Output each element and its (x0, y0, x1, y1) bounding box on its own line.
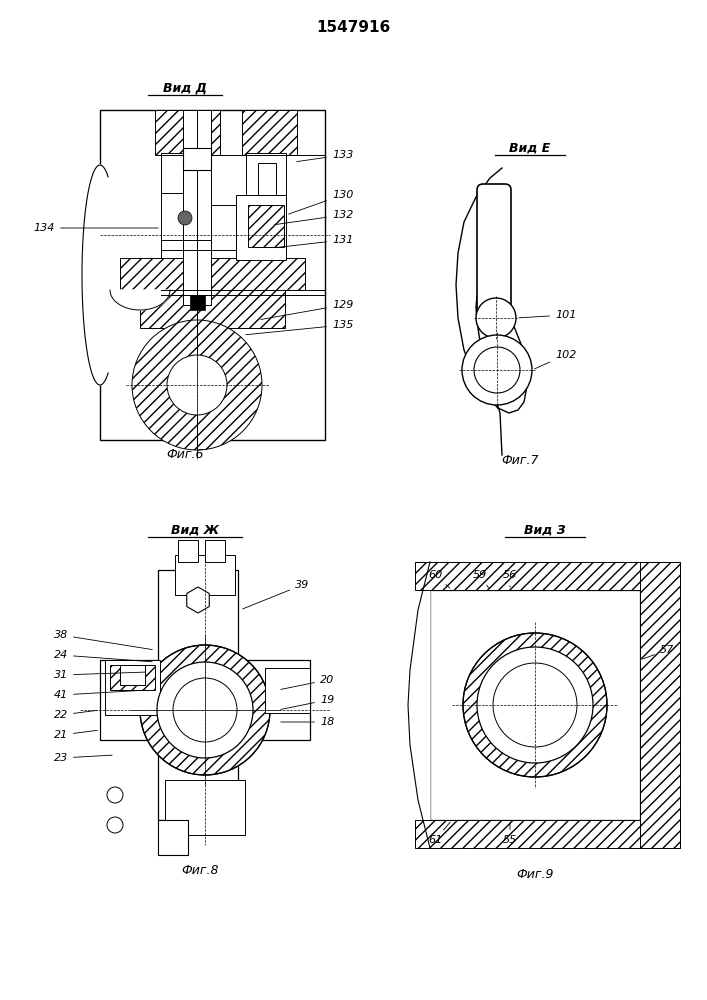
Bar (178, 540, 198, 562)
Circle shape (493, 663, 577, 747)
Text: 135: 135 (246, 320, 354, 335)
Bar (100, 660, 310, 740)
Text: 131: 131 (275, 235, 354, 248)
Bar (265, 668, 310, 713)
Bar (105, 660, 160, 715)
Text: Фиг.8: Фиг.8 (181, 863, 218, 876)
Circle shape (107, 787, 123, 803)
Bar (183, 110, 211, 305)
Text: 20: 20 (281, 675, 334, 689)
Polygon shape (187, 587, 209, 613)
Bar (158, 570, 238, 820)
Circle shape (107, 817, 123, 833)
Text: Фиг.7: Фиг.7 (501, 454, 539, 466)
Bar (165, 780, 245, 835)
Polygon shape (456, 168, 527, 455)
Text: Фиг.6: Фиг.6 (166, 448, 204, 462)
Text: Вид Ж: Вид Ж (171, 524, 219, 536)
Text: 24: 24 (54, 650, 152, 662)
Text: 133: 133 (297, 150, 354, 162)
Circle shape (474, 347, 520, 393)
Bar (110, 665, 155, 690)
Circle shape (477, 647, 593, 763)
Bar (236, 195, 286, 260)
Text: 31: 31 (54, 670, 145, 680)
Circle shape (476, 298, 516, 338)
Bar (211, 205, 236, 250)
Polygon shape (408, 562, 430, 848)
Text: 134: 134 (34, 223, 158, 233)
Bar (205, 540, 225, 562)
Text: 41: 41 (54, 690, 145, 700)
Text: 19: 19 (281, 695, 334, 709)
Circle shape (157, 662, 253, 758)
Text: 18: 18 (281, 717, 334, 727)
Text: 22: 22 (54, 710, 98, 720)
Bar (183, 148, 211, 170)
Text: 56: 56 (503, 570, 517, 587)
Bar (248, 205, 284, 247)
Text: Вид Д: Вид Д (163, 82, 207, 95)
Bar (161, 153, 183, 193)
Bar (140, 290, 285, 328)
Text: 38: 38 (54, 630, 152, 650)
Text: 1547916: 1547916 (316, 20, 390, 35)
Text: 60: 60 (428, 570, 450, 588)
Circle shape (132, 320, 262, 450)
Bar (100, 110, 325, 440)
Bar (120, 258, 305, 290)
Text: 57: 57 (643, 645, 674, 659)
Text: 21: 21 (54, 730, 98, 740)
Bar (415, 562, 680, 590)
Circle shape (178, 211, 192, 225)
FancyBboxPatch shape (477, 184, 511, 316)
Polygon shape (82, 165, 108, 385)
Circle shape (463, 633, 607, 777)
Text: 55: 55 (503, 823, 517, 845)
Circle shape (167, 355, 227, 415)
Bar (155, 110, 220, 155)
Bar (175, 555, 235, 595)
Text: 101: 101 (519, 310, 576, 320)
Text: 23: 23 (54, 753, 112, 763)
Text: 129: 129 (261, 300, 354, 320)
Circle shape (140, 645, 270, 775)
Text: Вид З: Вид З (524, 524, 566, 536)
Bar (430, 590, 640, 820)
Text: Фиг.9: Фиг.9 (516, 868, 554, 882)
Circle shape (462, 335, 532, 405)
Text: 132: 132 (275, 210, 354, 225)
Text: 39: 39 (243, 580, 309, 609)
Text: Вид Е: Вид Е (509, 141, 551, 154)
Bar (190, 295, 205, 310)
Text: 130: 130 (288, 190, 354, 214)
Bar (246, 153, 286, 208)
Text: 59: 59 (473, 570, 489, 588)
Bar (158, 820, 188, 855)
Circle shape (173, 678, 237, 742)
Polygon shape (110, 290, 170, 310)
Bar (120, 665, 145, 685)
Bar (640, 562, 680, 848)
Bar (258, 163, 276, 198)
Text: 102: 102 (534, 350, 576, 369)
Text: 61: 61 (428, 822, 450, 845)
Bar (415, 820, 680, 848)
Bar (242, 110, 297, 155)
